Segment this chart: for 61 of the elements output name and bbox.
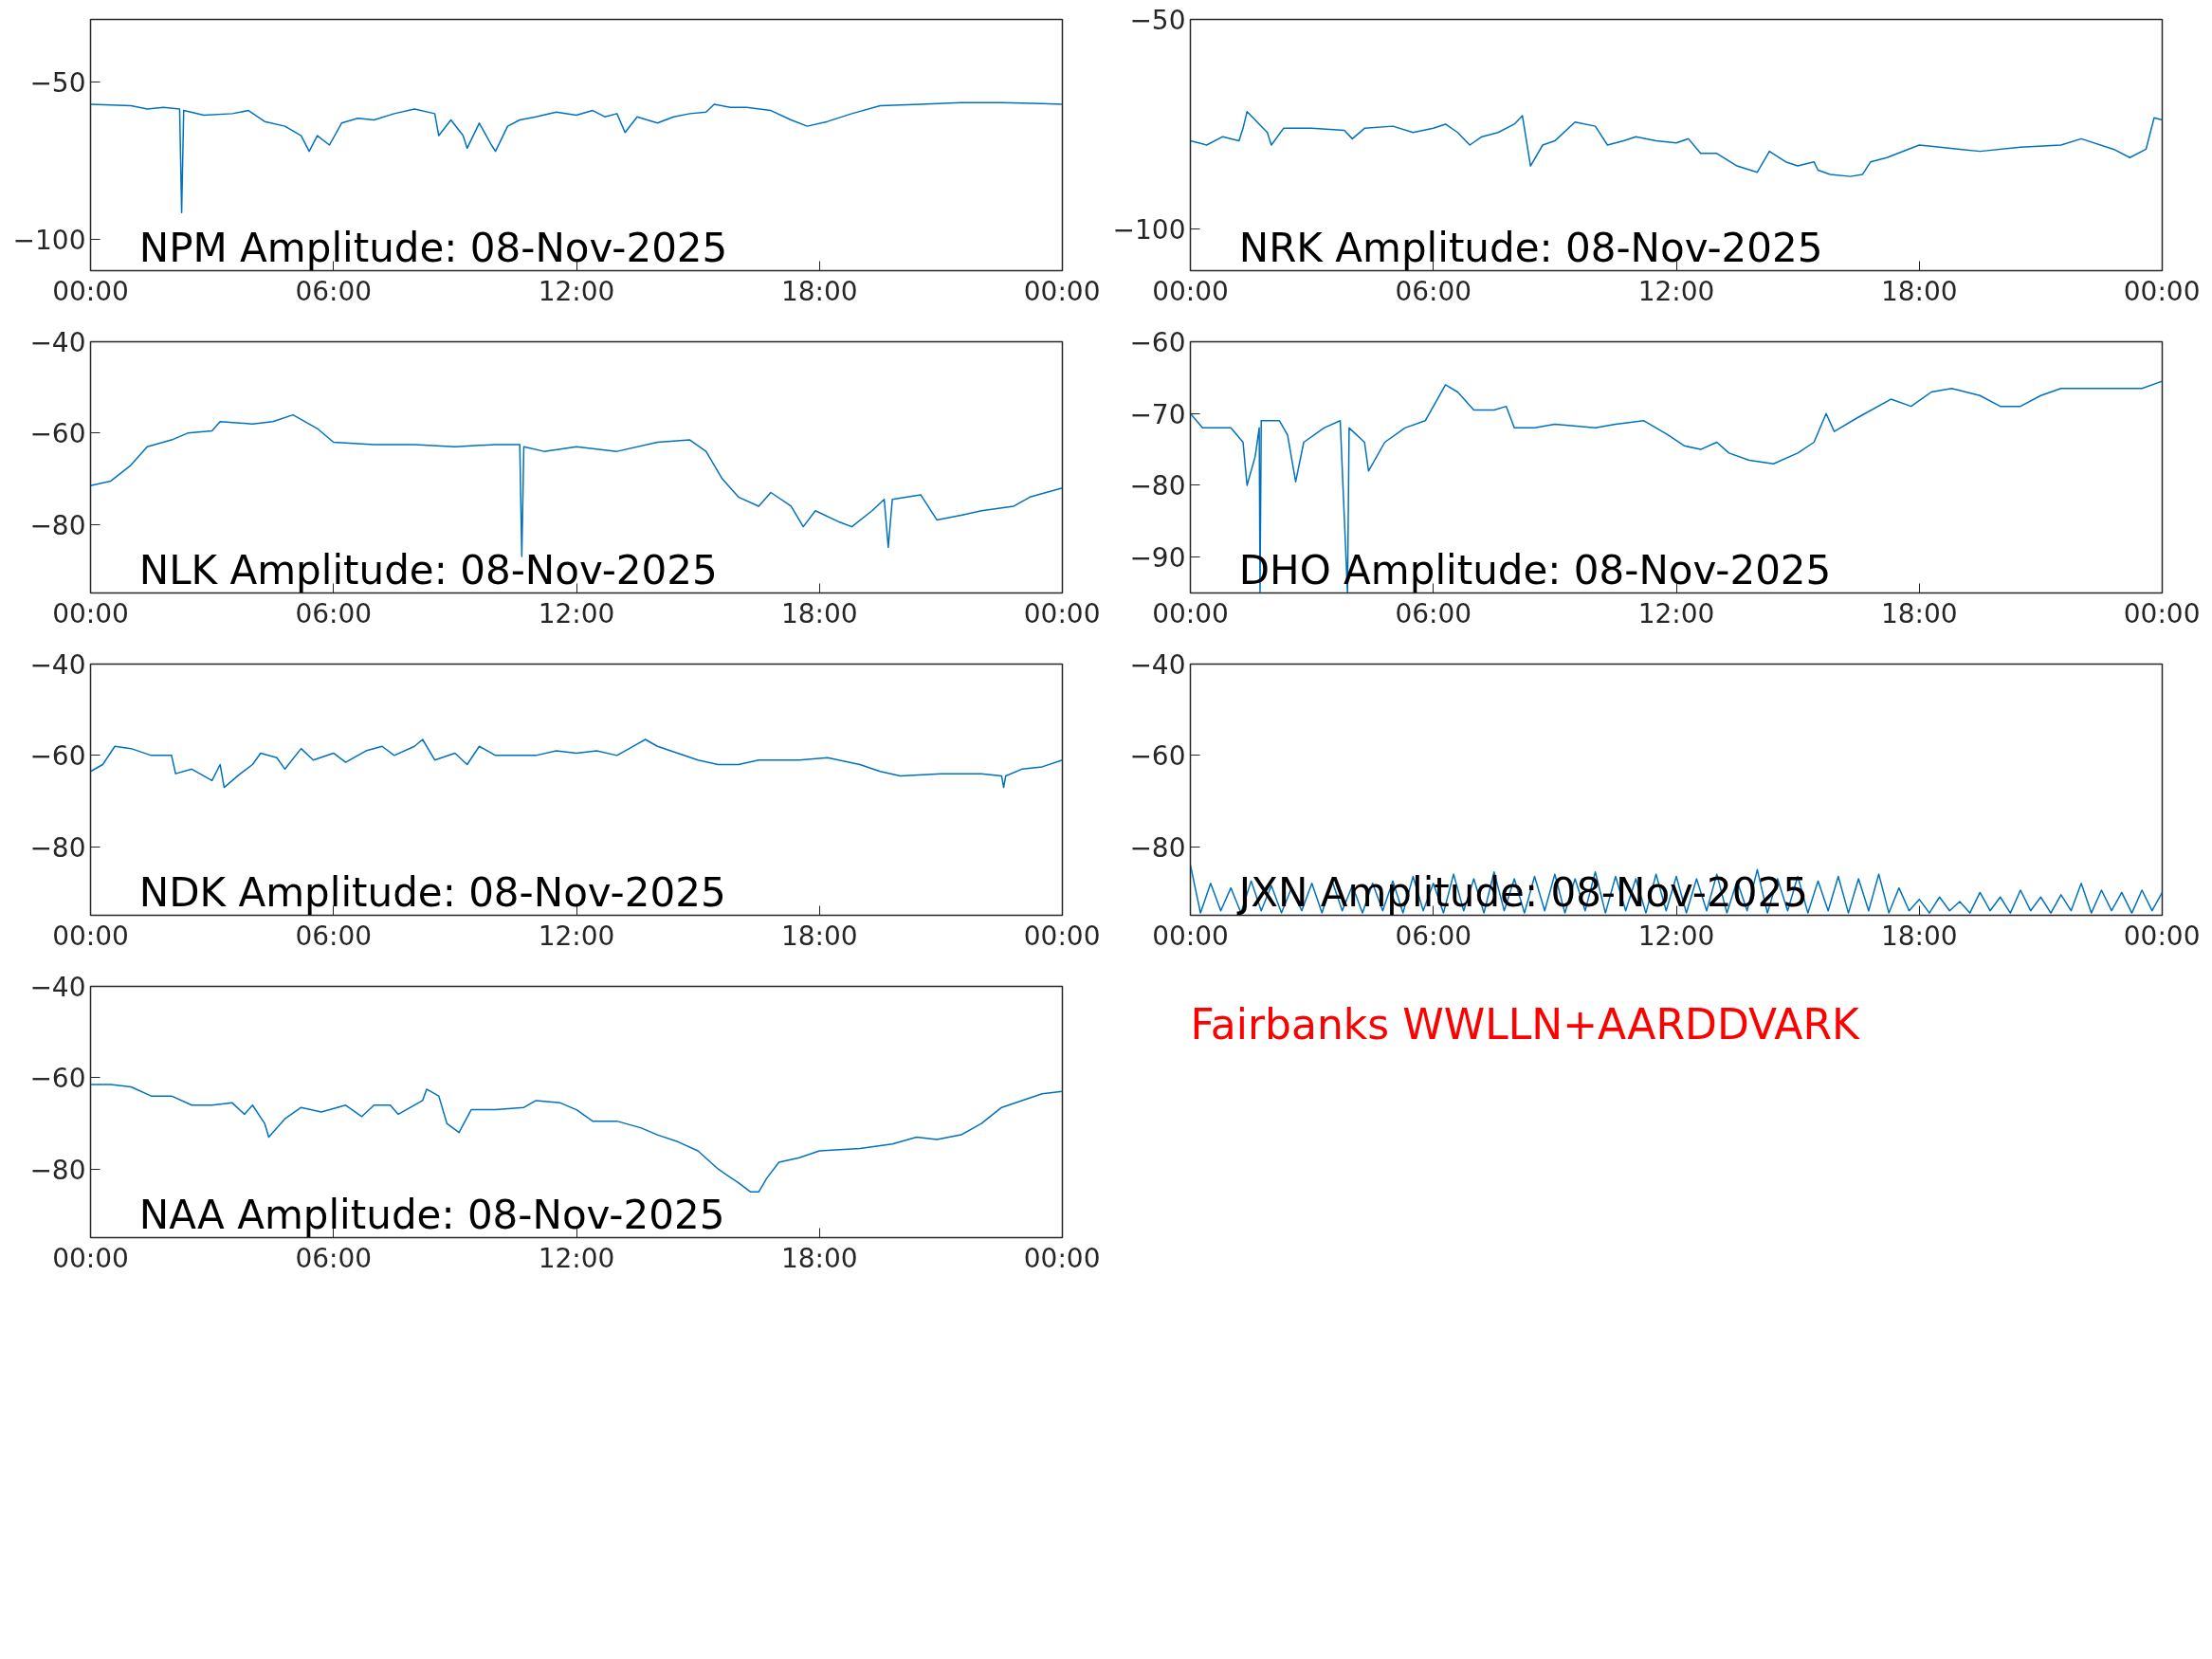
x-tick-label: 12:00 (1637, 275, 1715, 307)
x-tick-label: 12:00 (538, 920, 615, 952)
x-tick-label: 06:00 (1395, 597, 1472, 629)
x-tick-label: 06:00 (1395, 275, 1472, 307)
text: NPM Amplitude: 08-Nov-2025 (138, 224, 728, 271)
y-tick-label: −80 (1129, 470, 1186, 502)
x-tick-label: 00:00 (1152, 597, 1229, 629)
x-tick-label: 06:00 (1395, 920, 1472, 952)
y-tick-label: −60 (29, 418, 86, 450)
y-tick-label: −60 (1129, 740, 1186, 773)
y-tick-label: −40 (29, 649, 86, 681)
x-tick-label: 18:00 (780, 1242, 858, 1274)
x-tick-label: 00:00 (1152, 920, 1229, 952)
y-tick-label: −60 (1129, 327, 1186, 358)
y-tick-label: −100 (1112, 213, 1186, 246)
x-tick-label: 18:00 (780, 275, 858, 307)
x-tick-label: 12:00 (1637, 920, 1715, 952)
y-tick-label: −90 (1129, 542, 1186, 574)
y-tick-label: −80 (29, 509, 86, 541)
y-tick-label: −40 (1129, 649, 1186, 681)
x-tick-label: 12:00 (538, 275, 615, 307)
x-tick-label: 06:00 (295, 920, 373, 952)
text: NRK Amplitude: 08-Nov-2025 (1238, 224, 1823, 271)
x-tick-label: 00:00 (2123, 275, 2201, 307)
y-tick-label: −50 (29, 67, 86, 100)
y-tick-label: −40 (29, 972, 86, 1003)
text: NLK Amplitude: 08-Nov-2025 (138, 546, 718, 593)
x-tick-label: 12:00 (1637, 597, 1715, 629)
x-tick-label: 06:00 (295, 275, 373, 307)
x-tick-label: 00:00 (1023, 275, 1101, 307)
y-tick-label: −60 (29, 1063, 86, 1095)
x-tick-label: 06:00 (295, 1242, 373, 1274)
x-tick-label: 18:00 (780, 920, 858, 952)
x-tick-label: 00:00 (2123, 920, 2201, 952)
y-tick-label: −60 (29, 740, 86, 773)
y-tick-label: −50 (1129, 5, 1186, 36)
text: NDK Amplitude: 08-Nov-2025 (138, 868, 726, 916)
x-tick-label: 00:00 (1023, 1242, 1101, 1274)
x-tick-label: 12:00 (538, 597, 615, 629)
x-tick-label: 00:00 (52, 1242, 129, 1274)
x-tick-label: 00:00 (52, 920, 129, 952)
x-tick-label: 00:00 (2123, 597, 2201, 629)
x-tick-label: 00:00 (1023, 920, 1101, 952)
y-tick-label: −70 (1129, 398, 1186, 430)
y-tick-label: −80 (29, 831, 86, 864)
x-tick-label: 18:00 (1880, 920, 1958, 952)
text: Fairbanks WWLLN+AARDDVARK (1190, 999, 1860, 1048)
x-tick-label: 18:00 (1880, 275, 1958, 307)
text: NAA Amplitude: 08-Nov-2025 (138, 1191, 725, 1238)
x-tick-label: 06:00 (295, 597, 373, 629)
y-tick-label: −80 (1129, 831, 1186, 864)
x-tick-label: 00:00 (1023, 597, 1101, 629)
x-tick-label: 12:00 (538, 1242, 615, 1274)
x-tick-label: 00:00 (52, 597, 129, 629)
x-tick-label: 18:00 (780, 597, 858, 629)
y-tick-label: −100 (12, 224, 86, 256)
y-tick-label: −40 (29, 327, 86, 358)
x-tick-label: 00:00 (1152, 275, 1229, 307)
x-tick-label: 00:00 (52, 275, 129, 307)
y-tick-label: −80 (29, 1154, 86, 1186)
x-tick-label: 18:00 (1880, 597, 1958, 629)
